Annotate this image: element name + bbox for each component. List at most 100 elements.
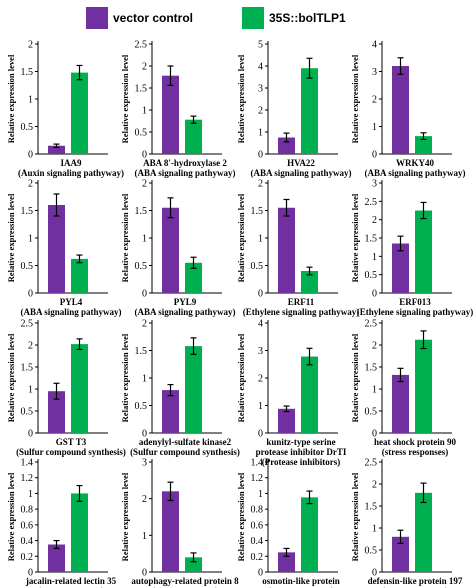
y-tick-label: 0.5 (135, 401, 148, 412)
y-tick-label: 1 (142, 374, 147, 385)
bar-35s-boltlp1 (415, 136, 432, 154)
chart-panel-14: 0 1 2 3 Relative expression level autophagy-r… (120, 458, 239, 588)
y-tick-label: 0.2 (21, 552, 34, 563)
y-axis-label: Relative expression level (6, 193, 16, 282)
chart-caption-line: (stress responses) (268, 586, 334, 588)
y-tick-label: 2 (258, 106, 263, 117)
bar-35s-boltlp1 (301, 271, 318, 293)
y-tick-label: 1.5 (21, 206, 34, 217)
chart-caption-line: (stress responses) (152, 586, 218, 588)
bar-35s-boltlp1 (415, 210, 432, 293)
chart-caption-line: IAA9 (60, 158, 82, 168)
chart-panel-16: 0 0.5 1 1.5 2 2.5 Relative expression level def… (350, 458, 463, 588)
bar-vector-control (278, 408, 295, 433)
y-tick-label: 0.5 (135, 261, 148, 272)
y-tick-label: 0.5 (251, 261, 264, 272)
y-tick-label: 0.5 (365, 407, 378, 418)
chart-caption-line: GST T3 (56, 437, 87, 447)
y-tick-label: 1 (372, 122, 377, 133)
y-tick-label: 1 (142, 531, 147, 542)
chart-caption-line: (Ethylene signaling pathyway) (357, 307, 474, 317)
y-tick-label: 0 (372, 289, 377, 300)
y-tick-label: 3 (142, 458, 147, 469)
y-tick-label: 1 (28, 385, 33, 396)
y-tick-label: 1 (28, 489, 33, 500)
bar-35s-boltlp1 (185, 557, 202, 572)
y-axis-label: Relative expression level (236, 193, 246, 282)
y-tick-label: 1 (142, 106, 147, 117)
y-tick-label: 2 (258, 374, 263, 385)
bar-35s-boltlp1 (71, 72, 88, 154)
chart-caption-line: (Sulfur compound synthesis) (16, 447, 126, 457)
y-tick-label: 0.4 (251, 536, 264, 547)
bar-35s-boltlp1 (415, 492, 432, 572)
chart-caption-line: (stress responses) (382, 586, 448, 588)
y-tick-label: 2 (372, 215, 377, 226)
bar-vector-control (48, 205, 65, 293)
chart-caption-line: kunitz-type serine (266, 437, 335, 447)
chart-caption-line: ERF013 (399, 297, 431, 307)
chart-caption-line: (ABA signaling pathyway) (134, 168, 235, 178)
y-axis-label: Relative expression level (6, 333, 16, 422)
legend-item-vector-control: vector control (86, 6, 193, 30)
chart-caption-line: osmotin-like protein (262, 576, 340, 586)
chart-caption-line: PYL9 (174, 297, 197, 307)
bar-vector-control (48, 145, 65, 154)
chart-caption-line: protease inhibitor DrTI (256, 447, 347, 457)
y-axis-label: Relative expression level (236, 54, 246, 143)
y-tick-label: 2 (372, 480, 377, 491)
y-tick-label: 0 (258, 568, 263, 579)
y-tick-label: 2 (142, 319, 147, 330)
chart-caption-line: defensin-like protein 197 (368, 576, 463, 586)
y-tick-label: 1 (372, 385, 377, 396)
y-tick-label: 0 (28, 289, 33, 300)
bar-vector-control (162, 207, 179, 293)
legend-swatch-35s-boltlp1 (242, 7, 264, 29)
y-tick-label: 0.5 (21, 261, 34, 272)
y-tick-label: 2 (28, 341, 33, 352)
y-tick-label: 2.5 (365, 319, 378, 330)
bar-35s-boltlp1 (301, 356, 318, 433)
bar-vector-control (48, 391, 65, 433)
y-axis-label: Relative expression level (236, 472, 246, 561)
y-tick-label: 1.5 (135, 346, 148, 357)
chart-panel-1: 0 0.5 1 1.5 2 Relative expression level IAA9(A… (6, 40, 124, 179)
y-tick-label: 2 (142, 494, 147, 505)
y-tick-label: 2 (142, 179, 147, 190)
y-axis-label: Relative expression level (6, 472, 16, 561)
bar-vector-control (278, 207, 295, 293)
y-tick-label: 1.4 (251, 458, 264, 469)
chart-caption-line: (Sulfur compound synthesis) (130, 447, 240, 457)
bar-vector-control (278, 137, 295, 154)
chart-caption-line: (ABA signaling pathyway) (364, 168, 465, 178)
bar-vector-control (392, 243, 409, 293)
chart-panel-4: 0 1 2 3 4 Relative expression level WRKY40(ABA… (350, 40, 466, 179)
y-tick-label: 2.5 (365, 197, 378, 208)
legend-item-35s-boltlp1: 35S::bolTLP1 (242, 6, 346, 30)
y-tick-label: 2.5 (21, 319, 34, 330)
bar-vector-control (278, 552, 295, 572)
legend-label-35s-boltlp1: 35S::bolTLP1 (269, 11, 346, 25)
chart-panel-7: 0 0.5 1 1.5 2 Relative expression level ERF11(… (236, 179, 359, 318)
y-tick-label: 1 (258, 128, 263, 139)
y-axis-label: Relative expression level (350, 54, 360, 143)
chart-panel-8: 0 0.5 1 1.5 2 2.5 3 Relative expression level ER… (350, 179, 473, 318)
y-axis-label: Relative expression level (6, 54, 16, 143)
y-tick-label: 0.2 (251, 552, 264, 563)
y-tick-label: 2.5 (135, 40, 148, 51)
bar-vector-control (162, 390, 179, 433)
y-tick-label: 1 (372, 524, 377, 535)
legend-swatch-vector-control (86, 7, 108, 29)
y-tick-label: 0 (372, 150, 377, 161)
y-tick-label: 2 (28, 179, 33, 190)
chart-caption-line: HVA22 (287, 158, 315, 168)
bar-35s-boltlp1 (185, 262, 202, 293)
y-tick-label: 1 (28, 234, 33, 245)
bar-35s-boltlp1 (185, 346, 202, 433)
y-tick-label: 0.6 (21, 520, 34, 531)
y-tick-label: 1.5 (365, 363, 378, 374)
y-tick-label: 0.5 (21, 407, 34, 418)
y-tick-label: 0 (142, 568, 147, 579)
y-tick-label: 1.5 (135, 84, 148, 95)
